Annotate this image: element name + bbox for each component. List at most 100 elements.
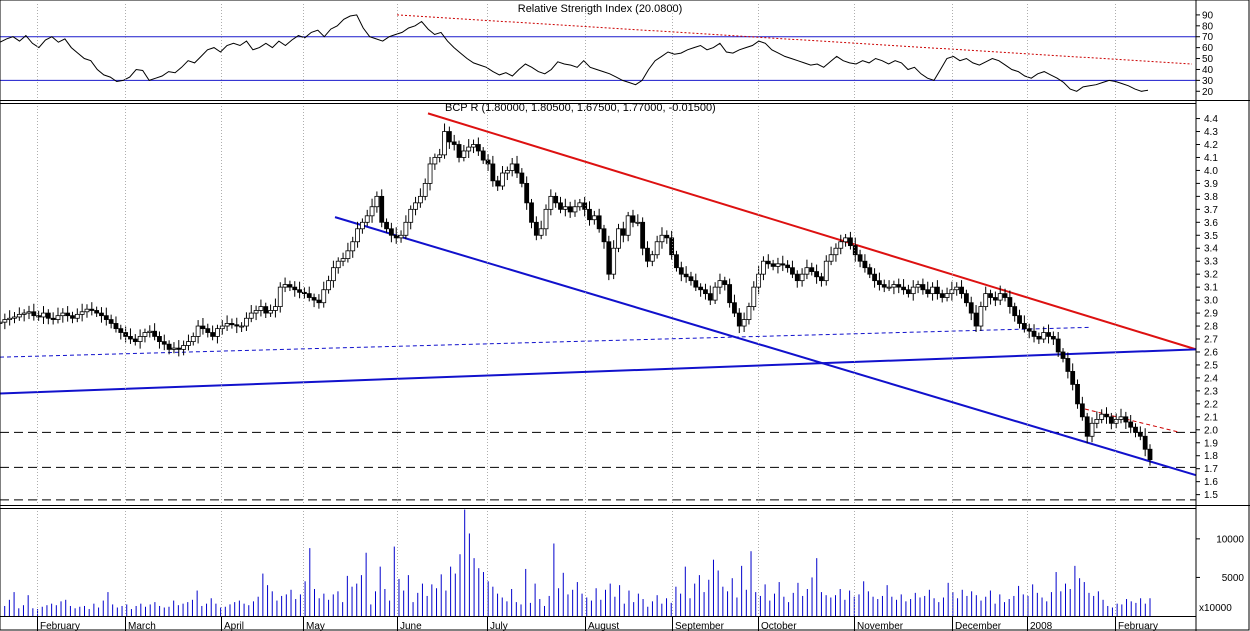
candle-body (1099, 413, 1105, 420)
candle-body (1147, 448, 1153, 461)
candle-body (606, 241, 612, 275)
candle-body (432, 157, 438, 165)
candle-body (1021, 323, 1027, 330)
candle-body (437, 154, 443, 158)
candle-body (1133, 426, 1138, 433)
candle-body (1026, 328, 1032, 332)
x-tick-label: October (761, 621, 797, 631)
candle-body (94, 310, 100, 314)
candle-body (31, 311, 37, 317)
candle-body (567, 206, 573, 213)
candle-body (292, 286, 298, 291)
candle-body (384, 221, 389, 230)
candle-body (1108, 416, 1114, 424)
candle-body (761, 260, 766, 275)
y-tick-label: 2.5 (1204, 360, 1218, 371)
candle-body (881, 284, 887, 288)
candle-body (944, 293, 950, 298)
candle-body (833, 247, 839, 256)
y-tick-label: 3.9 (1204, 179, 1218, 190)
candle-body (128, 336, 133, 340)
candle-body (108, 319, 114, 324)
candle-body (427, 163, 433, 184)
candle-body (21, 312, 27, 315)
candle-body (1079, 403, 1085, 418)
candle-body (393, 234, 399, 239)
candle-body (519, 172, 525, 184)
candle-body (1075, 383, 1080, 405)
candle-body (591, 215, 597, 221)
candle-body (297, 289, 302, 293)
candle-body (1055, 338, 1061, 353)
candle-body (152, 330, 158, 337)
candle-body (321, 289, 327, 304)
x-tick-label: February (40, 621, 80, 631)
candle-body (611, 247, 617, 275)
y-tick-label: 2.9 (1204, 309, 1218, 320)
candle-body (635, 221, 641, 224)
candle-body (1017, 315, 1022, 324)
candle-body (968, 302, 974, 314)
candle-body (166, 343, 172, 350)
candle-body (674, 254, 679, 269)
candle-body (1137, 431, 1143, 437)
candle-body (877, 280, 882, 285)
x-tick-label: March (128, 621, 156, 631)
candle-body (137, 336, 143, 343)
candle-body (403, 221, 409, 236)
candle-body (538, 228, 544, 236)
candle-body (698, 286, 704, 291)
y-tick-label: 20 (1202, 87, 1214, 98)
candle-body (326, 280, 331, 291)
candle-body (287, 284, 293, 288)
y-tick-label: 2.3 (1204, 386, 1218, 397)
candle-body (253, 310, 259, 314)
candle-body (732, 302, 737, 314)
candle-body (988, 293, 993, 298)
candle-body (466, 146, 472, 152)
candle-body (703, 289, 708, 295)
candle-body (456, 144, 462, 158)
candle-body (1041, 332, 1047, 340)
candle-body (664, 234, 670, 239)
candle-body (263, 306, 269, 314)
y-tick-label: 2.1 (1204, 412, 1218, 423)
x-tick-label: August (588, 621, 619, 631)
y-tick-label: 3.5 (1204, 231, 1218, 242)
candle-body (707, 293, 713, 301)
candle-body (55, 315, 61, 320)
y-tick-label: 4.4 (1204, 114, 1218, 125)
y-tick-label: 3.6 (1204, 218, 1218, 229)
x-tick-label: December (955, 621, 1002, 631)
candle-body (186, 341, 191, 346)
candle-body (848, 237, 853, 247)
candle-body (0, 321, 3, 324)
candle-body (331, 267, 336, 282)
candle-body (118, 328, 124, 333)
candle-body (630, 215, 636, 223)
candle-body (1089, 422, 1095, 437)
candle-body (239, 325, 244, 328)
candle-body (857, 254, 863, 262)
candle-body (799, 273, 805, 282)
y-tick-label: 2.8 (1204, 322, 1218, 333)
candle-body (954, 286, 960, 291)
price-title: BCP R (1.80000, 1.80500, 1.67500, 1.7700… (445, 102, 716, 114)
candle-body (147, 330, 153, 333)
candle-body (727, 284, 733, 304)
candle-body (654, 241, 660, 256)
candle-body (973, 312, 979, 327)
candle-body (1002, 293, 1008, 298)
candle-body (1128, 421, 1134, 428)
candle-body (142, 332, 148, 337)
candle-body (282, 284, 288, 288)
candle-body (171, 347, 177, 350)
candle-body (219, 325, 225, 330)
candle-body (751, 286, 757, 307)
y-tick-label: 70 (1202, 32, 1214, 43)
candle-body (529, 202, 534, 223)
candle-body (273, 306, 278, 311)
candle-body (625, 215, 631, 236)
candle-body (99, 312, 104, 317)
candle-body (181, 345, 187, 350)
